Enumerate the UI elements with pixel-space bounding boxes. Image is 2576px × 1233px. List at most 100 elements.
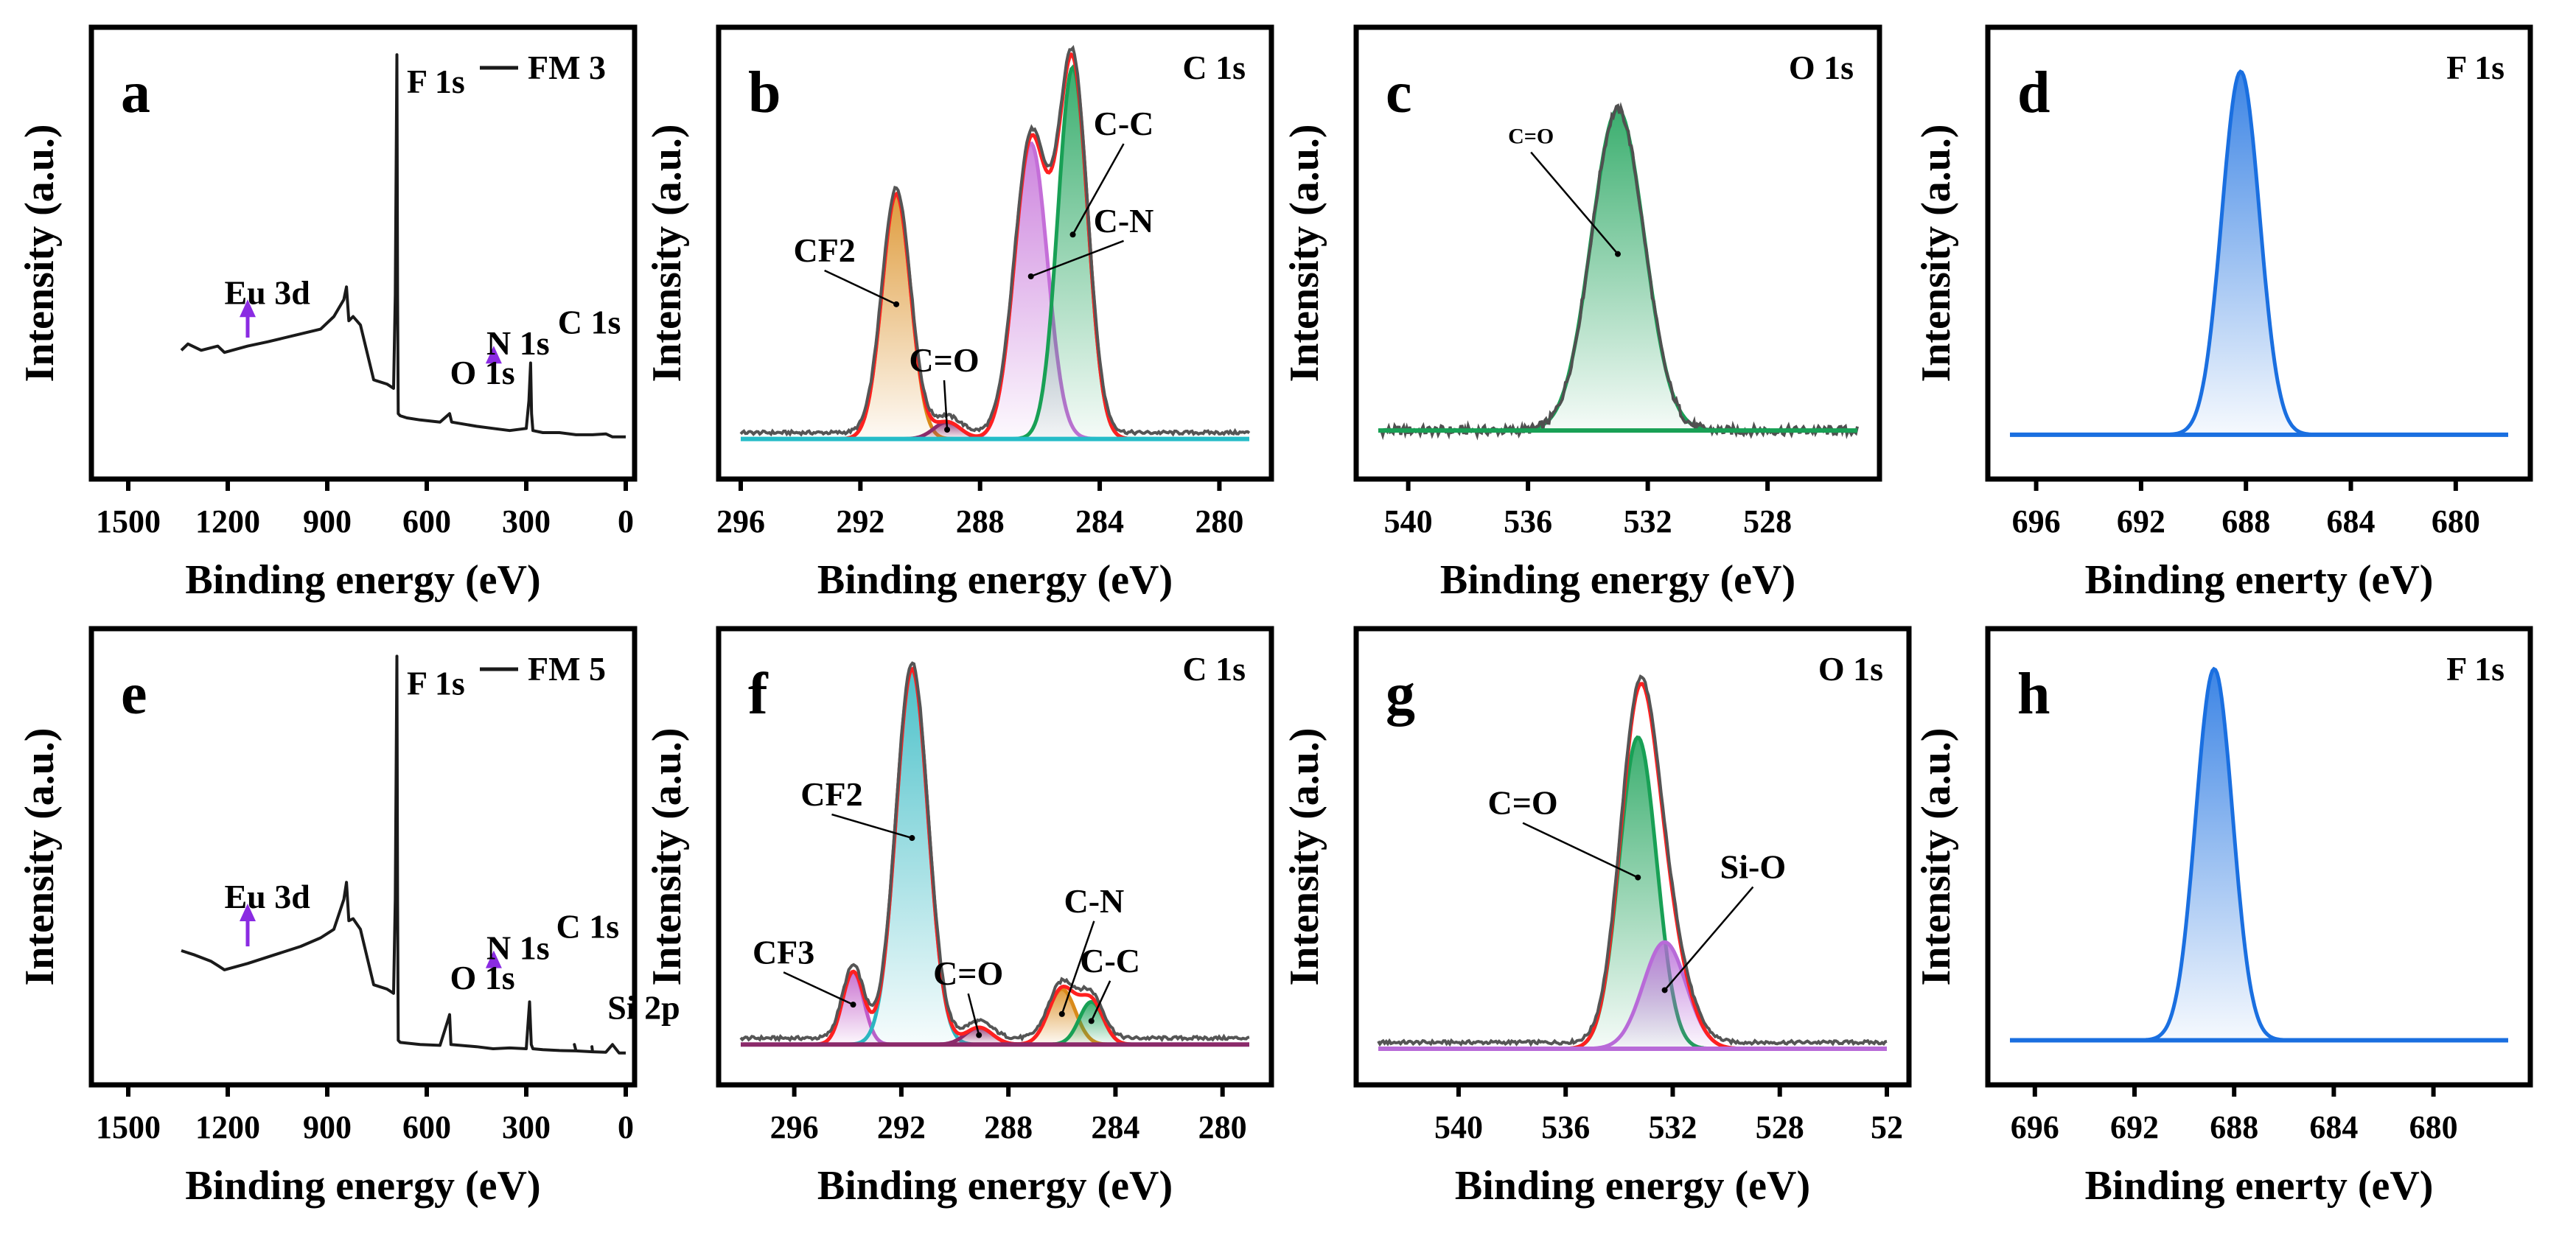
- panel-b: 296 292 288 284 280 Binding energy (eV) Intens…: [644, 24, 1274, 603]
- annotation-pointer: [943, 380, 949, 430]
- core-level-label: C 1s: [1182, 49, 1246, 86]
- annotation-pointer-tip: [976, 1032, 982, 1038]
- plot-frame: [1353, 24, 1882, 482]
- peak-c-n: [741, 142, 1249, 441]
- peak-annotation: C=O: [909, 341, 979, 379]
- x-tick-label: 532: [1648, 1109, 1697, 1145]
- x-tick-label: 280: [1195, 503, 1243, 539]
- peak-annotation: Eu 3d: [225, 273, 311, 311]
- plot-frame: [716, 24, 1274, 482]
- annotation-pointer: [1664, 886, 1754, 991]
- annotation-pointer: [1522, 822, 1638, 879]
- x-tick-label: 600: [402, 1109, 451, 1145]
- x-tick-label: 536: [1541, 1109, 1590, 1145]
- core-level-label: O 1s: [1789, 49, 1854, 86]
- x-tick-label: 292: [836, 503, 884, 539]
- x-tick-label: 1200: [195, 503, 260, 539]
- x-tick-label: 1500: [96, 1109, 161, 1145]
- y-axis-label: Intensity (a.u.): [1913, 727, 1959, 985]
- raw-curve: [1377, 674, 1888, 1047]
- x-tick-label: 296: [770, 1109, 819, 1145]
- annotation-pointer-tip: [909, 835, 915, 842]
- x-tick-label: 536: [1504, 503, 1552, 539]
- panel-letter: d: [2017, 60, 2050, 125]
- survey-line: [180, 53, 626, 439]
- panel-letter: e: [121, 662, 147, 727]
- x-tick-label: 900: [303, 1109, 352, 1145]
- annotation-pointer-tip: [1069, 231, 1076, 238]
- x-tick-label: 684: [2309, 1109, 2358, 1145]
- plot-area: C=O Si-O: [1377, 674, 1888, 1052]
- y-axis-label: Intensity (a.u.): [644, 124, 690, 382]
- x-tick-label: 680: [2432, 503, 2480, 539]
- x-tick-label: 540: [1384, 503, 1433, 539]
- peak-annotation: C-N: [1094, 202, 1154, 240]
- annotation-pointer-tip: [1615, 251, 1621, 257]
- peak-annotation: O 1s: [450, 959, 515, 996]
- x-tick-label: 684: [2327, 503, 2376, 539]
- peak-annotation: C-C: [1080, 942, 1140, 979]
- panel-letter: h: [2017, 662, 2050, 727]
- plot-area: F 1s Eu 3d N 1sO 1s C 1s Si 2p: [181, 654, 680, 1055]
- peak-fill: [2010, 71, 2508, 435]
- core-level-label: C 1s: [1182, 650, 1246, 688]
- y-axis-label: Intensity (a.u.): [17, 124, 63, 382]
- x-tick-label: 688: [2221, 503, 2270, 539]
- peak-annotation: Eu 3d: [225, 878, 311, 915]
- core-level-label: O 1s: [1818, 650, 1883, 688]
- panel-c: 540 536 532 528 Binding energy (eV) Intensity…: [1282, 24, 1882, 603]
- x-tick-label: 288: [984, 1109, 1033, 1145]
- plot-area: C=O: [1378, 102, 1859, 441]
- legend-label: FM 3: [528, 49, 606, 86]
- peak-annotation: CF3: [753, 933, 814, 971]
- y-axis-label: Intensity (a.u.): [1913, 124, 1959, 382]
- x-tick-label: 300: [502, 1109, 551, 1145]
- annotation-pointer: [1061, 921, 1095, 1015]
- annotation-pointer-tip: [944, 427, 951, 433]
- annotation-pointer: [1090, 980, 1111, 1021]
- peak-annotation: CF2: [793, 231, 855, 269]
- peak-annotation: C=O: [1508, 125, 1554, 149]
- x-tick-label: 696: [2011, 1109, 2059, 1145]
- y-axis-label: Intensity (a.u.): [644, 727, 690, 985]
- annotation-pointer: [1030, 240, 1124, 278]
- plot-area: C-C C-N CF2 C=O: [739, 44, 1251, 441]
- x-tick-label: 1200: [195, 1109, 260, 1145]
- peak-annotation: Si-O: [1720, 848, 1786, 885]
- peak-arrow-head: [240, 903, 256, 921]
- plot-frame: [716, 626, 1274, 1088]
- panel-f: 296 292 288 284 280 Binding energy (eV) Intens…: [644, 626, 1274, 1209]
- x-tick-label: 1500: [96, 503, 161, 539]
- plot-frame: [88, 24, 638, 482]
- peak-fill: [1378, 942, 1887, 1049]
- peak-annotation: F 1s: [407, 664, 465, 702]
- peak-arrow-head: [485, 346, 502, 364]
- annotation-pointer-tip: [1661, 987, 1668, 993]
- panel-g: 540 536 532 528 52 Binding energy (eV) Intensi…: [1282, 626, 1912, 1209]
- x-axis-label: Binding energy (eV): [817, 1163, 1173, 1209]
- peak-annotation: C 1s: [556, 908, 620, 946]
- peak-annotation: C=O: [933, 954, 1003, 992]
- peak-annotation: O 1s: [450, 354, 515, 391]
- peak-fill: [741, 971, 1249, 1045]
- peak-f-1s: [2010, 666, 2508, 1042]
- peak-annotation: N 1s: [486, 324, 550, 362]
- peak-fill: [741, 143, 1249, 439]
- x-tick-label: 600: [402, 503, 451, 539]
- panel-letter: f: [748, 662, 769, 727]
- y-axis-label: Intensity (a.u.): [1282, 124, 1327, 382]
- peak-fill: [2010, 668, 2508, 1041]
- panel-d: 696 692 688 684 680 Binding enerty (eV) Intens…: [1913, 24, 2533, 603]
- plot-frame: [1353, 626, 1912, 1088]
- x-tick-label: 688: [2210, 1109, 2258, 1145]
- x-axis-label: Binding energy (eV): [1455, 1163, 1810, 1209]
- annotation-pointer-tip: [1088, 1018, 1095, 1024]
- annotation-pointer: [1530, 151, 1619, 255]
- plot-frame: [1985, 626, 2533, 1088]
- panel-letter: a: [121, 60, 150, 125]
- x-tick-label: 528: [1743, 503, 1792, 539]
- peak-annotation: N 1s: [486, 929, 550, 966]
- annotation-pointer-tip: [850, 1002, 856, 1008]
- annotation-pointer-tip: [1027, 273, 1034, 280]
- peak-annotation: C 1s: [558, 303, 621, 340]
